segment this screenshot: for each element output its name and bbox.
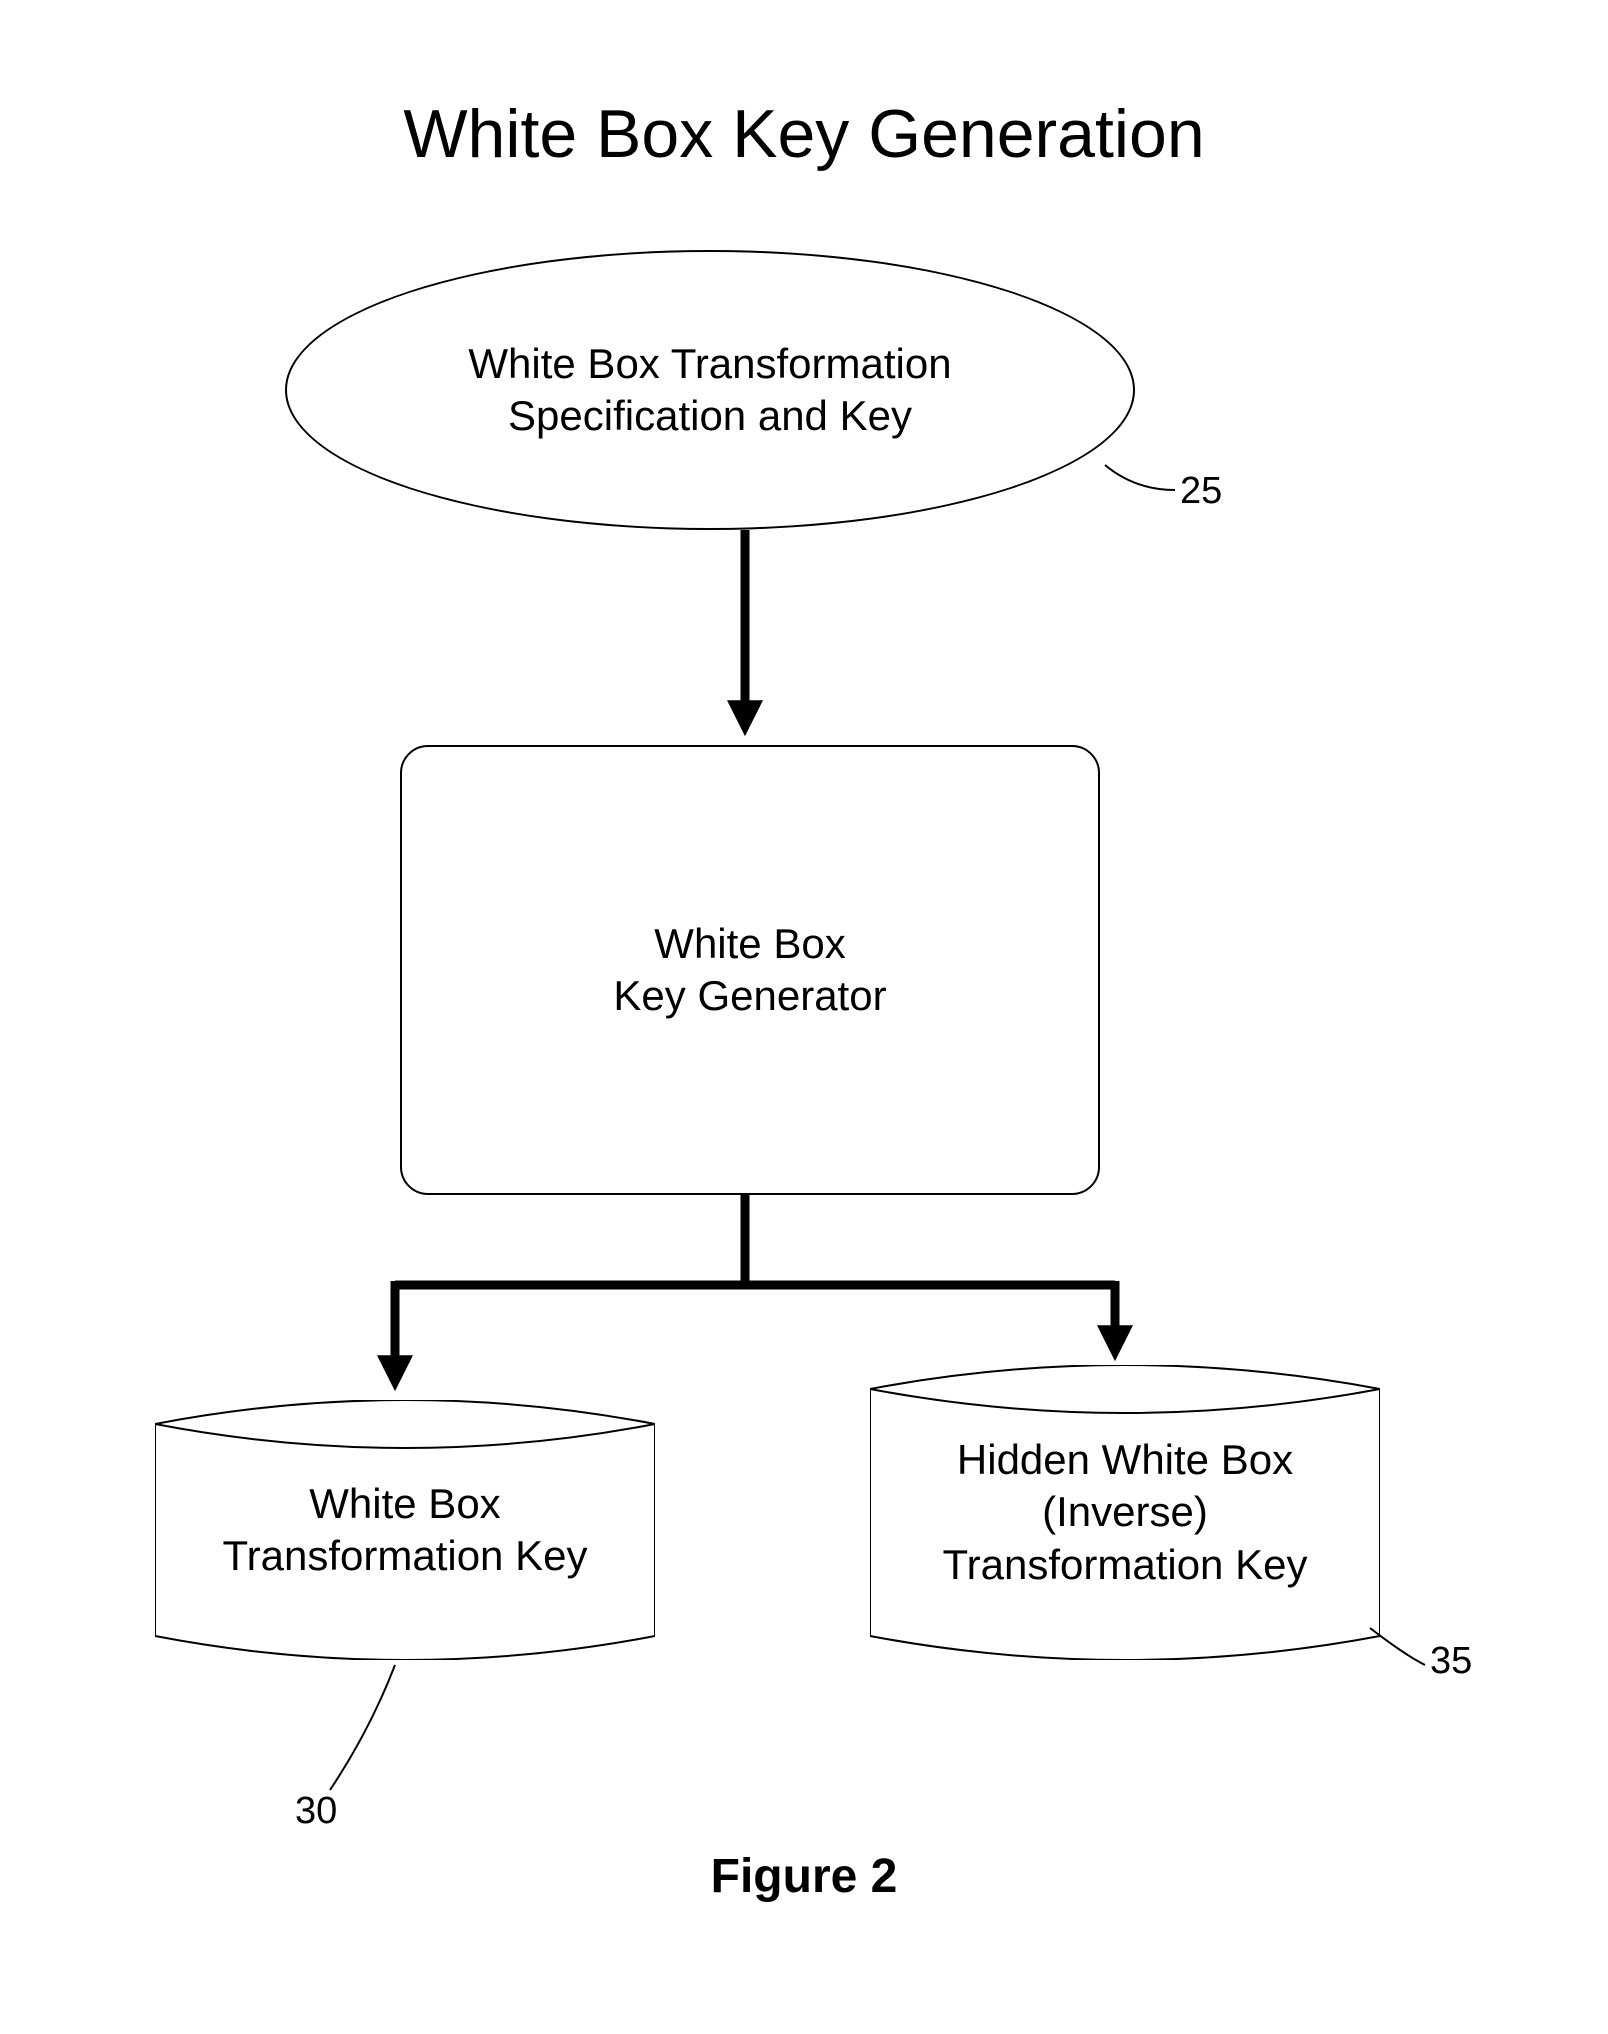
- figure-caption: Figure 2: [0, 1849, 1608, 1904]
- node-hidden-key-label: Hidden White Box (Inverse) Transformatio…: [923, 1434, 1328, 1592]
- diagram-container: White Box Key Generation White Box Trans…: [0, 0, 1608, 2034]
- leader-30: [330, 1665, 395, 1790]
- node-wb-key: White Box Transformation Key: [155, 1400, 655, 1660]
- node-spec-label: White Box Transformation Specification a…: [468, 338, 951, 443]
- node-spec: White Box Transformation Specification a…: [285, 250, 1135, 530]
- node-generator: White Box Key Generator: [400, 745, 1100, 1195]
- node-generator-label: White Box Key Generator: [613, 918, 886, 1023]
- node-hidden-key: Hidden White Box (Inverse) Transformatio…: [870, 1365, 1380, 1660]
- ref-label-30: 30: [295, 1790, 337, 1833]
- diagram-title: White Box Key Generation: [0, 95, 1608, 173]
- ref-label-25: 25: [1180, 470, 1222, 513]
- leader-25: [1105, 465, 1175, 490]
- node-wb-key-label: White Box Transformation Key: [203, 1478, 608, 1583]
- ref-label-35: 35: [1430, 1640, 1472, 1683]
